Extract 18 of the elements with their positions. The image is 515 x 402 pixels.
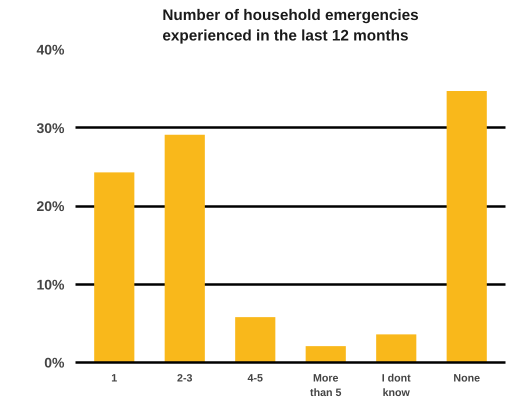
x-tick-label: 1 [111, 372, 118, 384]
y-tick-label: 10% [36, 276, 66, 292]
x-tick-label: 2-3 [177, 372, 193, 384]
bar [235, 317, 276, 362]
y-tick-label: 0% [44, 354, 66, 370]
y-tick-label: 30% [36, 120, 66, 136]
bar [164, 134, 205, 362]
bar [376, 334, 416, 362]
bar [94, 172, 134, 362]
y-tick-label: 20% [36, 198, 66, 214]
x-tick-label: More than 5 [310, 372, 342, 399]
bar [306, 346, 346, 362]
chart-title: Number of household emergencies experienced in the last 12 months [162, 7, 419, 44]
y-tick-label: 40% [36, 42, 66, 58]
x-tick-label: I dont know [382, 372, 412, 399]
x-tick-label: None [453, 372, 480, 384]
x-tick-label: 4-5 [248, 372, 264, 384]
bar [446, 90, 487, 362]
